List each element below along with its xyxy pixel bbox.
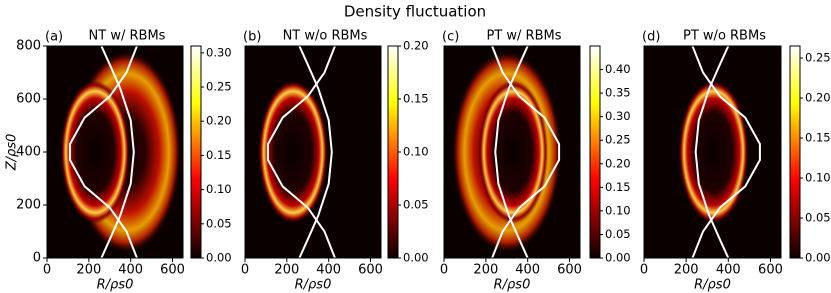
- colorbar-tick-label: 0.25: [206, 80, 232, 94]
- x-tick-label: 0: [640, 263, 648, 278]
- colorbar-tick-label: 0.10: [206, 182, 232, 196]
- colorbar: [589, 45, 601, 259]
- heatmap-ring: [258, 80, 328, 224]
- colorbar: [387, 45, 399, 259]
- colorbar: [190, 45, 202, 259]
- axes-frame: [643, 45, 782, 259]
- colorbar-tick-label: 0.00: [805, 251, 831, 265]
- heatmap: [444, 46, 580, 258]
- y-tick-label: 400: [16, 145, 41, 160]
- colorbar-tick-label: 0.05: [403, 198, 429, 212]
- colorbar-tick-label: 0.15: [805, 131, 831, 145]
- colorbar-tick-label: 0.10: [605, 203, 631, 217]
- colorbar-tick-label: 0.30: [206, 45, 232, 59]
- colorbar-tick-label: 0.15: [206, 148, 232, 162]
- x-axis-label: R/ρs0: [494, 278, 531, 293]
- figure-title: Density fluctuation: [344, 3, 486, 21]
- x-axis-label: R/ρs0: [694, 278, 731, 293]
- colorbar-tick-label: 0.00: [403, 251, 429, 265]
- colorbar-tick-label: 0.25: [605, 133, 631, 147]
- colorbar-tick-label: 0.35: [605, 86, 631, 100]
- colorbar-tick-label: 0.25: [805, 51, 831, 65]
- colorbar-tick-label: 0.40: [605, 62, 631, 76]
- x-tick-label: 400: [515, 263, 540, 278]
- panel-label: (b): [243, 30, 261, 45]
- separatrix: [100, 46, 135, 258]
- y-tick-label: 0: [33, 251, 41, 266]
- y-tick-label: 600: [16, 92, 41, 107]
- x-tick-label: 200: [473, 263, 498, 278]
- y-axis-label: Z/ρs0: [5, 134, 20, 172]
- x-tick-label: 400: [716, 263, 741, 278]
- colorbar-tick-label: 0.15: [403, 92, 429, 106]
- x-tick-label: 200: [76, 263, 101, 278]
- separatrix: [298, 46, 333, 258]
- colorbar-tick-label: 0.20: [605, 156, 631, 170]
- colorbar-tick-label: 0.05: [206, 216, 232, 230]
- heatmap-ring: [678, 80, 749, 224]
- x-tick-label: 0: [440, 263, 448, 278]
- colorbar-tick-label: 0.10: [403, 145, 429, 159]
- panel-label: (c): [442, 30, 459, 45]
- heatmap-ring: [478, 80, 548, 224]
- x-tick-label: 200: [674, 263, 699, 278]
- colorbar: [789, 45, 801, 259]
- panel-label: (d): [642, 30, 660, 45]
- y-tick-label: 800: [16, 39, 41, 54]
- panel-title: NT w/o RBMs: [283, 29, 368, 44]
- colorbar-tick-label: 0.00: [605, 251, 631, 265]
- colorbar-tick-label: 0.20: [403, 39, 429, 53]
- colorbar-tick-label: 0.20: [805, 91, 831, 105]
- colorbar-tick-label: 0.00: [206, 251, 232, 265]
- axes-frame: [443, 45, 581, 259]
- x-tick-label: 600: [758, 263, 783, 278]
- colorbar-tick-label: 0.05: [805, 211, 831, 225]
- x-tick-label: 600: [557, 263, 582, 278]
- panel-title: NT w/ RBMs: [89, 29, 166, 44]
- panel-title: PT w/o RBMs: [683, 29, 766, 44]
- colorbar-tick-label: 0.05: [605, 227, 631, 241]
- separatrix: [694, 46, 730, 258]
- separatrix: [494, 46, 529, 258]
- colorbar-tick-label: 0.30: [605, 109, 631, 123]
- heatmap: [644, 46, 781, 258]
- heatmap-ring: [60, 80, 130, 224]
- x-tick-label: 0: [43, 263, 51, 278]
- axes-frame: [244, 45, 382, 259]
- x-tick-label: 0: [241, 263, 249, 278]
- x-tick-label: 200: [274, 263, 299, 278]
- colorbar-tick-label: 0.15: [605, 180, 631, 194]
- x-tick-label: 600: [358, 263, 383, 278]
- x-tick-label: 400: [316, 263, 341, 278]
- x-tick-label: 600: [160, 263, 185, 278]
- y-tick-label: 200: [16, 198, 41, 213]
- panel-title: PT w/ RBMs: [487, 29, 562, 44]
- x-axis-label: R/ρs0: [295, 278, 332, 293]
- panel-label: (a): [45, 30, 63, 45]
- colorbar-tick-label: 0.10: [805, 171, 831, 185]
- heatmap: [245, 46, 381, 258]
- x-axis-label: R/ρs0: [97, 278, 134, 293]
- heatmap: [47, 46, 183, 258]
- x-tick-label: 400: [118, 263, 143, 278]
- colorbar-tick-label: 0.20: [206, 114, 232, 128]
